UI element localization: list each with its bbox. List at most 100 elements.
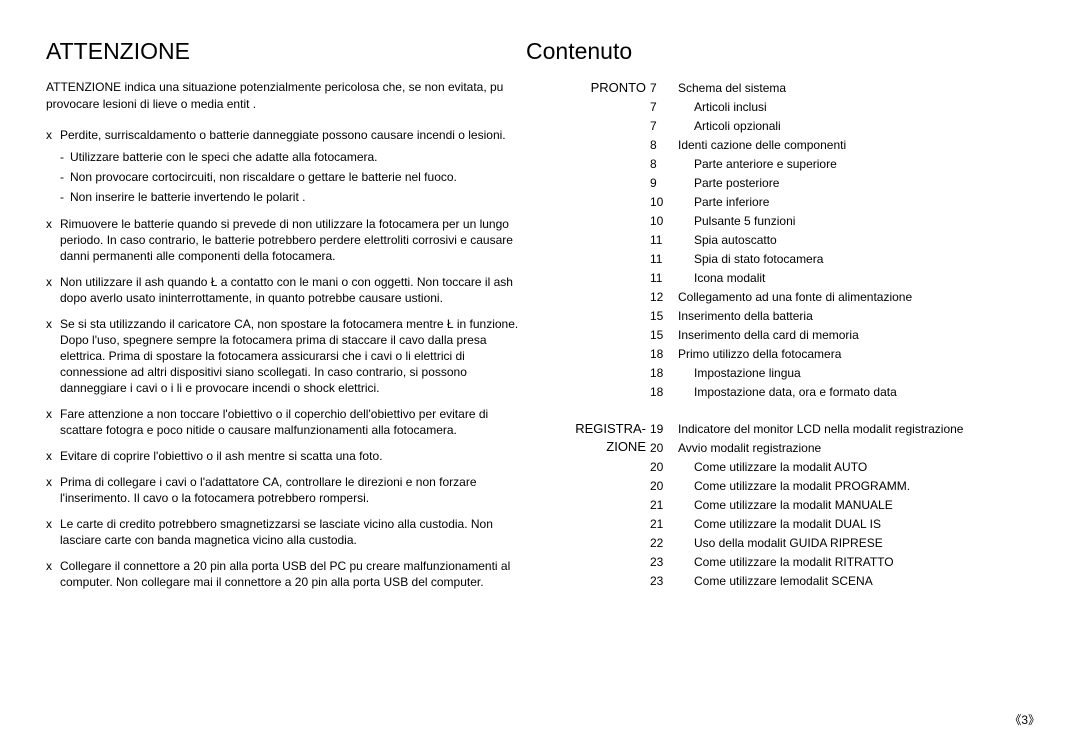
entry-page: 21 <box>650 496 678 515</box>
left-column: ! CAUTION ATTENZIONE ATTENZIONE indica u… <box>46 38 526 726</box>
contents-entry: 23Come utilizzare lemodalit SCENA <box>650 572 963 591</box>
entry-page: 10 <box>650 193 678 212</box>
entry-page: 20 <box>650 477 678 496</box>
entry-title: Come utilizzare lemodalit SCENA <box>678 572 963 591</box>
contents-entry: 12Collegamento ad una fonte di alimentaz… <box>650 288 912 307</box>
warning-item: Perdite, surriscaldamento o batterie dan… <box>46 127 526 206</box>
entry-page: 11 <box>650 269 678 288</box>
entry-page: 11 <box>650 250 678 269</box>
entry-title: Inserimento della card di memoria <box>678 326 912 345</box>
contents-entry: 7Schema del sistema <box>650 79 912 98</box>
intro-text: ATTENZIONE indica una situazione potenzi… <box>46 79 526 113</box>
entry-title: Impostazione lingua <box>678 364 912 383</box>
entry-title: Parte posteriore <box>678 174 912 193</box>
entry-title: Articoli inclusi <box>678 98 912 117</box>
warning-subitem: Non provocare cortocircuiti, non riscald… <box>60 169 526 186</box>
contents-entry: 18Impostazione data, ora e formato data <box>650 383 912 402</box>
contents-entry: 20Avvio modalit registrazione <box>650 439 963 458</box>
contents-entry: 23Come utilizzare la modalit RITRATTO <box>650 553 963 572</box>
entries-list: 19Indicatore del monitor LCD nella modal… <box>650 420 963 591</box>
contents-entry: 21Come utilizzare la modalit MANUALE <box>650 496 963 515</box>
warning-sublist: Utilizzare batterie con le speci che ada… <box>60 149 526 206</box>
contents-entry: 15Inserimento della card di memoria <box>650 326 912 345</box>
entry-page: 20 <box>650 458 678 477</box>
contents-entry: 10Parte inferiore <box>650 193 912 212</box>
contents-entry: 20Come utilizzare la modalit PROGRAMM. <box>650 477 963 496</box>
entry-page: 7 <box>650 98 678 117</box>
entry-title: Come utilizzare la modalit MANUALE <box>678 496 963 515</box>
page-number: 《3》 <box>1009 711 1040 728</box>
warning-item: Se si sta utilizzando il caricatore CA, … <box>46 316 526 396</box>
entry-title: Inserimento della batteria <box>678 307 912 326</box>
entry-page: 23 <box>650 553 678 572</box>
entry-title: Pulsante 5 funzioni <box>678 212 912 231</box>
entry-title: Collegamento ad una fonte di alimentazio… <box>678 288 912 307</box>
entry-page: 8 <box>650 155 678 174</box>
entry-title: Come utilizzare la modalit DUAL IS <box>678 515 963 534</box>
entry-title: Icona modalit <box>678 269 912 288</box>
contents-entry: 18Primo utilizzo della fotocamera <box>650 345 912 364</box>
entry-title: Articoli opzionali <box>678 117 912 136</box>
contents-entry: 11Icona modalit <box>650 269 912 288</box>
entry-title: Come utilizzare la modalit PROGRAMM. <box>678 477 963 496</box>
warning-item: Fare attenzione a non toccare l'obiettiv… <box>46 406 526 438</box>
entry-page: 20 <box>650 439 678 458</box>
entry-title: Primo utilizzo della fotocamera <box>678 345 912 364</box>
warning-item: Collegare il connettore a 20 pin alla po… <box>46 558 526 590</box>
entry-page: 22 <box>650 534 678 553</box>
entry-page: 7 <box>650 79 678 98</box>
warning-subitem: Utilizzare batterie con le speci che ada… <box>60 149 526 166</box>
section-label: PRONTO <box>526 79 650 97</box>
contents-entry: 8Identi cazione delle componenti <box>650 136 912 155</box>
entry-title: Indicatore del monitor LCD nella modalit… <box>678 420 963 439</box>
heading-attenzione: ATTENZIONE <box>46 38 526 65</box>
contents-entry: 7Articoli inclusi <box>650 98 912 117</box>
warning-item: Prima di collegare i cavi o l'adattatore… <box>46 474 526 506</box>
entry-page: 8 <box>650 136 678 155</box>
contents-entry: 20Come utilizzare la modalit AUTO <box>650 458 963 477</box>
entry-page: 18 <box>650 383 678 402</box>
entry-page: 9 <box>650 174 678 193</box>
entry-title: Identi cazione delle componenti <box>678 136 912 155</box>
entry-page: 11 <box>650 231 678 250</box>
warning-item: Evitare di coprire l'obiettivo o il ash … <box>46 448 526 464</box>
contents-entry: 21Come utilizzare la modalit DUAL IS <box>650 515 963 534</box>
entry-title: Impostazione data, ora e formato data <box>678 383 912 402</box>
entries-list: 7Schema del sistema7Articoli inclusi7Art… <box>650 79 912 402</box>
contents-section: REGISTRA-ZIONE19Indicatore del monitor L… <box>526 420 1040 591</box>
contents-entry: 22Uso della modalit GUIDA RIPRESE <box>650 534 963 553</box>
warning-item: Non utilizzare il ash quando Ł a contatt… <box>46 274 526 306</box>
contents-entry: 15Inserimento della batteria <box>650 307 912 326</box>
entry-page: 21 <box>650 515 678 534</box>
entry-title: Come utilizzare la modalit AUTO <box>678 458 963 477</box>
entry-page: 23 <box>650 572 678 591</box>
entry-title: Parte inferiore <box>678 193 912 212</box>
entry-page: 7 <box>650 117 678 136</box>
contents-table: PRONTO7Schema del sistema7Articoli inclu… <box>526 79 1040 591</box>
contents-entry: 11Spia autoscatto <box>650 231 912 250</box>
heading-contenuto: Contenuto <box>526 38 1040 65</box>
entry-title: Avvio modalit registrazione <box>678 439 963 458</box>
right-column: Contenuto PRONTO7Schema del sistema7Arti… <box>526 38 1040 726</box>
warning-item: Le carte di credito potrebbero smagnetiz… <box>46 516 526 548</box>
entry-page: 19 <box>650 420 678 439</box>
warning-subitem: Non inserire le batterie invertendo le p… <box>60 189 526 206</box>
entry-page: 18 <box>650 364 678 383</box>
entry-title: Come utilizzare la modalit RITRATTO <box>678 553 963 572</box>
contents-entry: 10Pulsante 5 funzioni <box>650 212 912 231</box>
section-label: REGISTRA-ZIONE <box>526 420 650 456</box>
warning-list: Perdite, surriscaldamento o batterie dan… <box>46 127 526 590</box>
entry-page: 12 <box>650 288 678 307</box>
contents-entry: 7Articoli opzionali <box>650 117 912 136</box>
contents-entry: 18Impostazione lingua <box>650 364 912 383</box>
entry-title: Schema del sistema <box>678 79 912 98</box>
contents-entry: 9Parte posteriore <box>650 174 912 193</box>
entry-title: Uso della modalit GUIDA RIPRESE <box>678 534 963 553</box>
entry-title: Spia di stato fotocamera <box>678 250 912 269</box>
contents-entry: 19Indicatore del monitor LCD nella modal… <box>650 420 963 439</box>
contents-entry: 11Spia di stato fotocamera <box>650 250 912 269</box>
contents-entry: 8Parte anteriore e superiore <box>650 155 912 174</box>
entry-title: Parte anteriore e superiore <box>678 155 912 174</box>
page: ! CAUTION ATTENZIONE ATTENZIONE indica u… <box>0 0 1080 746</box>
entry-page: 15 <box>650 307 678 326</box>
